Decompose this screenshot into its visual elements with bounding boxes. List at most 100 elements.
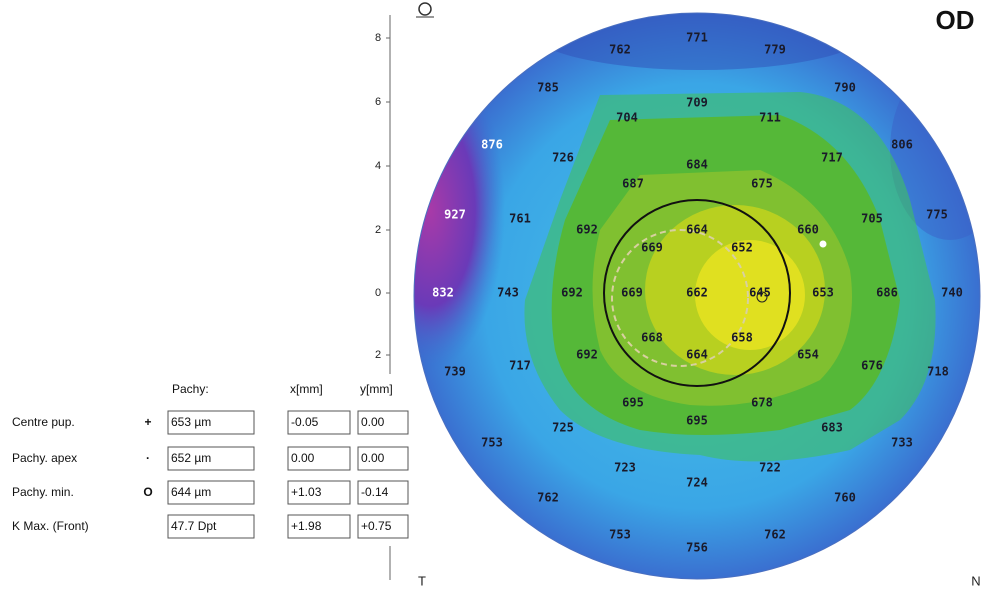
field-y: 0.00 — [361, 451, 385, 465]
kmax-marker — [819, 240, 827, 248]
field-y: 0.00 — [361, 415, 385, 429]
map-value: 664 — [686, 223, 708, 237]
field-pachy: 644 µm — [171, 485, 211, 499]
map-value: 687 — [622, 177, 644, 191]
value-field — [167, 514, 255, 539]
zoom-icon — [416, 2, 434, 18]
map-value: 717 — [509, 359, 531, 373]
value-field — [167, 480, 255, 505]
map-value: 660 — [797, 223, 819, 237]
map-value: 658 — [731, 331, 753, 345]
map-value: 711 — [759, 111, 781, 125]
map-value: 652 — [731, 241, 753, 255]
map-value: 775 — [926, 208, 948, 222]
value-field — [167, 410, 255, 435]
map-value: 664 — [686, 348, 708, 362]
map-value: 771 — [686, 31, 708, 45]
field-x: -0.05 — [291, 415, 319, 429]
row-label: Pachy. apex — [12, 451, 77, 465]
map-value: 653 — [812, 286, 834, 300]
map-value: 743 — [497, 286, 519, 300]
map-value: 695 — [622, 396, 644, 410]
map-value: 761 — [509, 212, 531, 226]
value-field — [287, 480, 351, 505]
map-value: 927 — [444, 208, 466, 222]
eye-label: OD — [936, 5, 975, 35]
map-value: 668 — [641, 331, 663, 345]
map-value: 695 — [686, 414, 708, 428]
map-value: 669 — [641, 241, 663, 255]
map-value: 654 — [797, 348, 819, 362]
map-value: 709 — [686, 96, 708, 110]
value-field — [287, 410, 351, 435]
field-pachy: 653 µm — [171, 415, 211, 429]
value-field — [167, 446, 255, 471]
min-marker — [756, 291, 768, 303]
map-value: 662 — [686, 286, 708, 300]
column-header: y[mm] — [360, 382, 393, 396]
row-label: K Max. (Front) — [12, 519, 89, 533]
map-value: 717 — [821, 151, 843, 165]
map-value: 722 — [759, 461, 781, 475]
value-field — [357, 480, 409, 505]
map-value: 760 — [834, 491, 856, 505]
map-value: 724 — [686, 476, 708, 490]
map-value: 779 — [764, 43, 786, 57]
value-field — [357, 514, 409, 539]
field-x: +1.03 — [291, 485, 322, 499]
field-y: +0.75 — [361, 519, 392, 533]
pachy-map — [414, 13, 980, 579]
field-pachy: 652 µm — [171, 451, 211, 465]
value-field — [357, 410, 409, 435]
nasal-label: N — [971, 573, 980, 588]
map-value: 692 — [561, 286, 583, 300]
map-value: 725 — [552, 421, 574, 435]
map-value: 676 — [861, 359, 883, 373]
map-value: 723 — [614, 461, 636, 475]
map-value: 683 — [821, 421, 843, 435]
map-value: 705 — [861, 212, 883, 226]
map-value: 753 — [609, 528, 631, 542]
map-value: 756 — [686, 541, 708, 555]
row-symbol: + — [144, 415, 151, 429]
map-value: 785 — [537, 81, 559, 95]
row-symbol: O — [143, 485, 152, 499]
axis-tick-label: 4 — [375, 160, 381, 172]
row-label: Centre pup. — [12, 415, 75, 429]
column-header: x[mm] — [290, 382, 323, 396]
row-label: Pachy. min. — [12, 485, 74, 499]
map-value: 762 — [609, 43, 631, 57]
map-value: 790 — [834, 81, 856, 95]
map-value: 726 — [552, 151, 574, 165]
field-pachy: 47.7 Dpt — [171, 519, 217, 533]
map-value: 669 — [621, 286, 643, 300]
temporal-label: T — [418, 573, 426, 588]
map-value: 762 — [537, 491, 559, 505]
map-value: 686 — [876, 286, 898, 300]
column-header: Pachy: — [172, 382, 209, 396]
map-value: 675 — [751, 177, 773, 191]
map-value: 645 — [749, 286, 771, 300]
map-value: 733 — [891, 436, 913, 450]
value-field — [287, 446, 351, 471]
axis-tick-label: 0 — [375, 287, 381, 299]
field-y: -0.14 — [361, 485, 389, 499]
field-x: +1.98 — [291, 519, 322, 533]
axis-tick-label: 2 — [375, 224, 381, 236]
map-value: 678 — [751, 396, 773, 410]
value-field — [357, 446, 409, 471]
map-value: 692 — [576, 348, 598, 362]
map-value: 832 — [432, 286, 454, 300]
axis-tick-label: 2 — [375, 349, 381, 361]
map-value: 876 — [481, 138, 503, 152]
map-value: 692 — [576, 223, 598, 237]
axis-tick-label: 6 — [375, 96, 381, 108]
map-value: 762 — [764, 528, 786, 542]
map-value: 806 — [891, 138, 913, 152]
map-value: 753 — [481, 436, 503, 450]
pupil-circle — [603, 199, 791, 387]
axis-tick-label: 8 — [375, 32, 381, 44]
field-x: 0.00 — [291, 451, 315, 465]
map-value: 684 — [686, 158, 708, 172]
